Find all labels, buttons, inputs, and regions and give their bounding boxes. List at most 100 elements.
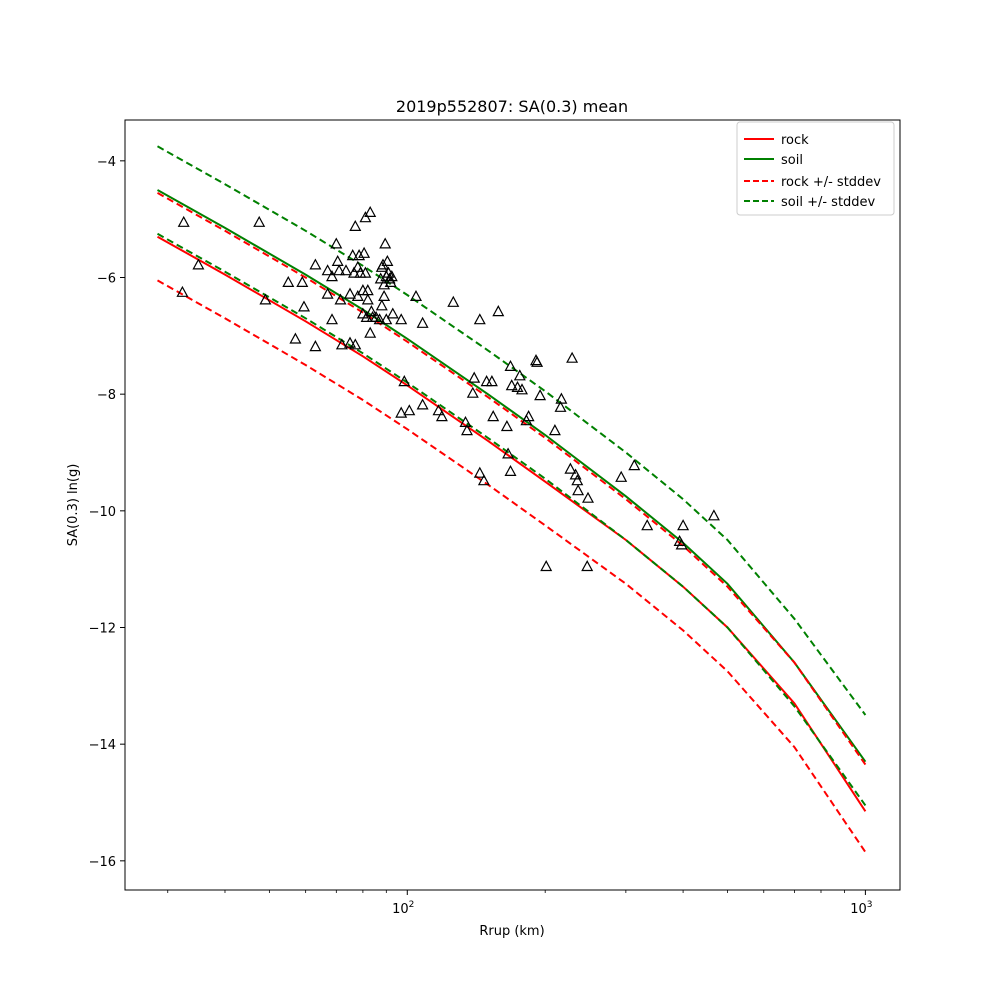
- observation-marker: [325, 270, 339, 282]
- observation-marker: [331, 254, 344, 266]
- observation-marker: [297, 300, 311, 312]
- observation-marker: [675, 538, 688, 550]
- observation-marker: [359, 211, 372, 223]
- observation-marker: [432, 404, 445, 416]
- observation-marker: [378, 289, 391, 301]
- observation-marker: [395, 313, 408, 325]
- observation-marker: [325, 313, 339, 325]
- observation-marker: [460, 424, 474, 436]
- observation-marker: [339, 264, 353, 276]
- observation-marker: [677, 519, 690, 531]
- observation-marker: [555, 392, 568, 404]
- observation-marker: [435, 410, 448, 422]
- series-rock-stddev-line-2: [157, 192, 867, 766]
- observation-marker: [468, 371, 481, 383]
- y-tick-label: −14: [89, 738, 116, 753]
- observation-marker: [492, 305, 505, 317]
- observation-marker: [504, 359, 517, 371]
- legend-label-rock: rock: [781, 133, 809, 148]
- observation-marker: [296, 275, 309, 287]
- observation-marker: [383, 272, 396, 284]
- observation-marker: [566, 351, 579, 363]
- observation-marker: [375, 299, 388, 311]
- observation-marker: [571, 474, 584, 486]
- observation-marker: [259, 293, 272, 305]
- y-tick-label: −12: [89, 622, 116, 637]
- observation-marker: [330, 237, 343, 249]
- observation-marker: [531, 355, 544, 367]
- observation-marker: [360, 310, 373, 322]
- observation-marker: [361, 284, 374, 296]
- observation-marker: [500, 420, 513, 432]
- observation-marker: [282, 275, 295, 287]
- observation-marker: [515, 383, 529, 395]
- observation-marker: [466, 386, 479, 398]
- observation-marker: [403, 404, 416, 416]
- observation-marker: [333, 264, 346, 276]
- observation-marker: [289, 332, 302, 344]
- observation-marker: [385, 270, 398, 282]
- observation-marker: [572, 484, 585, 496]
- observation-marker: [416, 316, 429, 328]
- observation-marker: [353, 249, 366, 261]
- series-stddev-bound-line-5: [157, 232, 867, 806]
- observation-markers: [176, 205, 720, 572]
- observation-marker: [351, 289, 364, 301]
- observation-marker: [477, 474, 490, 486]
- observation-marker: [335, 338, 348, 350]
- series-rock-line-0: [157, 235, 867, 812]
- observation-marker: [504, 464, 517, 476]
- observation-marker: [513, 369, 526, 381]
- observation-marker: [628, 459, 641, 471]
- series-soil-line-1: [157, 189, 867, 763]
- observation-marker: [376, 258, 390, 270]
- observation-marker: [505, 379, 518, 391]
- observation-marker: [522, 410, 535, 422]
- observation-marker: [343, 287, 357, 299]
- observation-marker: [177, 215, 190, 227]
- observation-marker: [511, 380, 524, 392]
- observation-marker: [548, 424, 561, 436]
- observation-marker: [707, 509, 720, 521]
- observation-marker: [534, 389, 547, 401]
- observation-marker: [192, 258, 205, 270]
- observation-marker: [409, 289, 423, 301]
- observation-marker: [384, 275, 397, 287]
- observation-marker: [540, 560, 553, 572]
- observation-marker: [473, 466, 486, 478]
- observation-marker: [459, 415, 472, 427]
- y-tick-label: −6: [97, 272, 116, 287]
- observation-marker: [351, 260, 364, 272]
- observation-marker: [361, 293, 374, 305]
- observation-marker: [398, 375, 411, 387]
- axes-frame: [124, 119, 901, 891]
- observation-marker: [564, 462, 577, 474]
- observation-marker: [615, 470, 628, 482]
- observation-marker: [343, 336, 357, 348]
- observation-marker: [321, 264, 334, 276]
- series-soil-stddev-line-4: [157, 145, 867, 716]
- observation-marker: [381, 254, 394, 266]
- observation-marker: [321, 287, 334, 299]
- x-axis-label: Rrup (km): [479, 924, 544, 939]
- observation-marker: [334, 293, 347, 305]
- legend-label-soil: soil: [781, 153, 803, 168]
- observation-marker: [473, 313, 486, 325]
- observation-marker: [347, 266, 361, 278]
- observation-marker: [349, 219, 362, 231]
- observation-marker: [349, 338, 362, 350]
- y-tick-label: −4: [97, 155, 116, 170]
- y-tick-label: −10: [89, 505, 116, 520]
- series-stddev-bound-line-3: [157, 279, 867, 853]
- observation-marker: [253, 215, 266, 227]
- observation-marker: [373, 313, 386, 325]
- legend: rock soil rock +/- stddev soil +/- stdde…: [736, 121, 895, 216]
- observation-marker: [364, 326, 377, 338]
- observation-marker: [176, 285, 189, 297]
- observation-marker: [502, 447, 515, 459]
- observation-marker: [641, 519, 654, 531]
- x-tick-label-exponent: 3: [867, 900, 873, 910]
- y-tick-label: −8: [97, 388, 116, 403]
